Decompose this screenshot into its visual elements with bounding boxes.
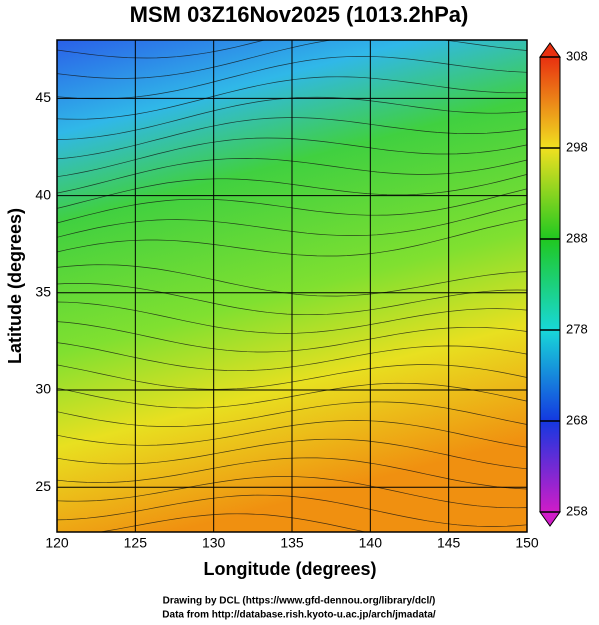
x-tick-label: 150 — [515, 535, 539, 551]
streamlines — [57, 40, 527, 532]
streamline — [57, 76, 527, 120]
streamline — [57, 117, 527, 160]
footer-line: Data from http://database.rish.kyoto-u.a… — [162, 610, 436, 621]
streamline — [57, 264, 527, 297]
streamline — [57, 137, 527, 178]
chart-title: MSM 03Z16Nov2025 (1013.2hPa) — [130, 2, 469, 27]
colorbar-extend-bottom — [539, 511, 561, 527]
x-tick-label: 140 — [359, 535, 383, 551]
streamline — [57, 321, 527, 353]
colorbar-tick-label: 268 — [566, 412, 588, 427]
streamline — [57, 494, 527, 527]
y-axis-label: Latitude (degrees) — [5, 208, 25, 364]
streamline — [57, 301, 527, 334]
colorbar-tick-label: 298 — [566, 139, 588, 154]
x-tick-label: 120 — [45, 535, 69, 551]
colorbar-tick-label: 258 — [566, 503, 588, 518]
streamline — [57, 401, 527, 427]
colorbar-tick-label: 308 — [566, 48, 588, 63]
x-tick-label: 130 — [202, 535, 226, 551]
streamline — [57, 457, 527, 490]
streamline — [57, 283, 527, 316]
streamline — [57, 438, 527, 470]
colorbar-tick-label: 288 — [566, 230, 588, 245]
x-tick-label: 125 — [124, 535, 148, 551]
x-axis-label: Longitude (degrees) — [203, 559, 376, 579]
streamline — [57, 174, 527, 209]
streamline — [57, 158, 527, 194]
y-tick-label: 30 — [35, 381, 51, 397]
footer-line: Drawing by DCL (https://www.gfd-dennou.o… — [163, 596, 436, 607]
streamline — [57, 188, 527, 224]
y-tick-label: 45 — [35, 89, 51, 105]
streamline — [57, 40, 267, 59]
streamline — [57, 476, 527, 509]
streamline — [57, 40, 527, 79]
streamline — [57, 96, 527, 140]
colorbar-extend-top — [539, 42, 561, 58]
streamline — [57, 342, 527, 372]
colorbar-tick-label: 278 — [566, 321, 588, 336]
y-tick-label: 35 — [35, 284, 51, 300]
y-tick-label: 25 — [35, 478, 51, 494]
y-tick-label: 40 — [35, 186, 51, 202]
streamline — [57, 219, 527, 257]
x-tick-label: 135 — [280, 535, 304, 551]
colorbar — [539, 56, 561, 513]
x-tick-label: 145 — [437, 535, 461, 551]
streamline — [98, 513, 367, 532]
streamline — [57, 382, 527, 409]
streamline — [57, 56, 527, 100]
streamline — [57, 364, 527, 390]
streamline — [57, 203, 527, 238]
streamline — [57, 420, 527, 448]
